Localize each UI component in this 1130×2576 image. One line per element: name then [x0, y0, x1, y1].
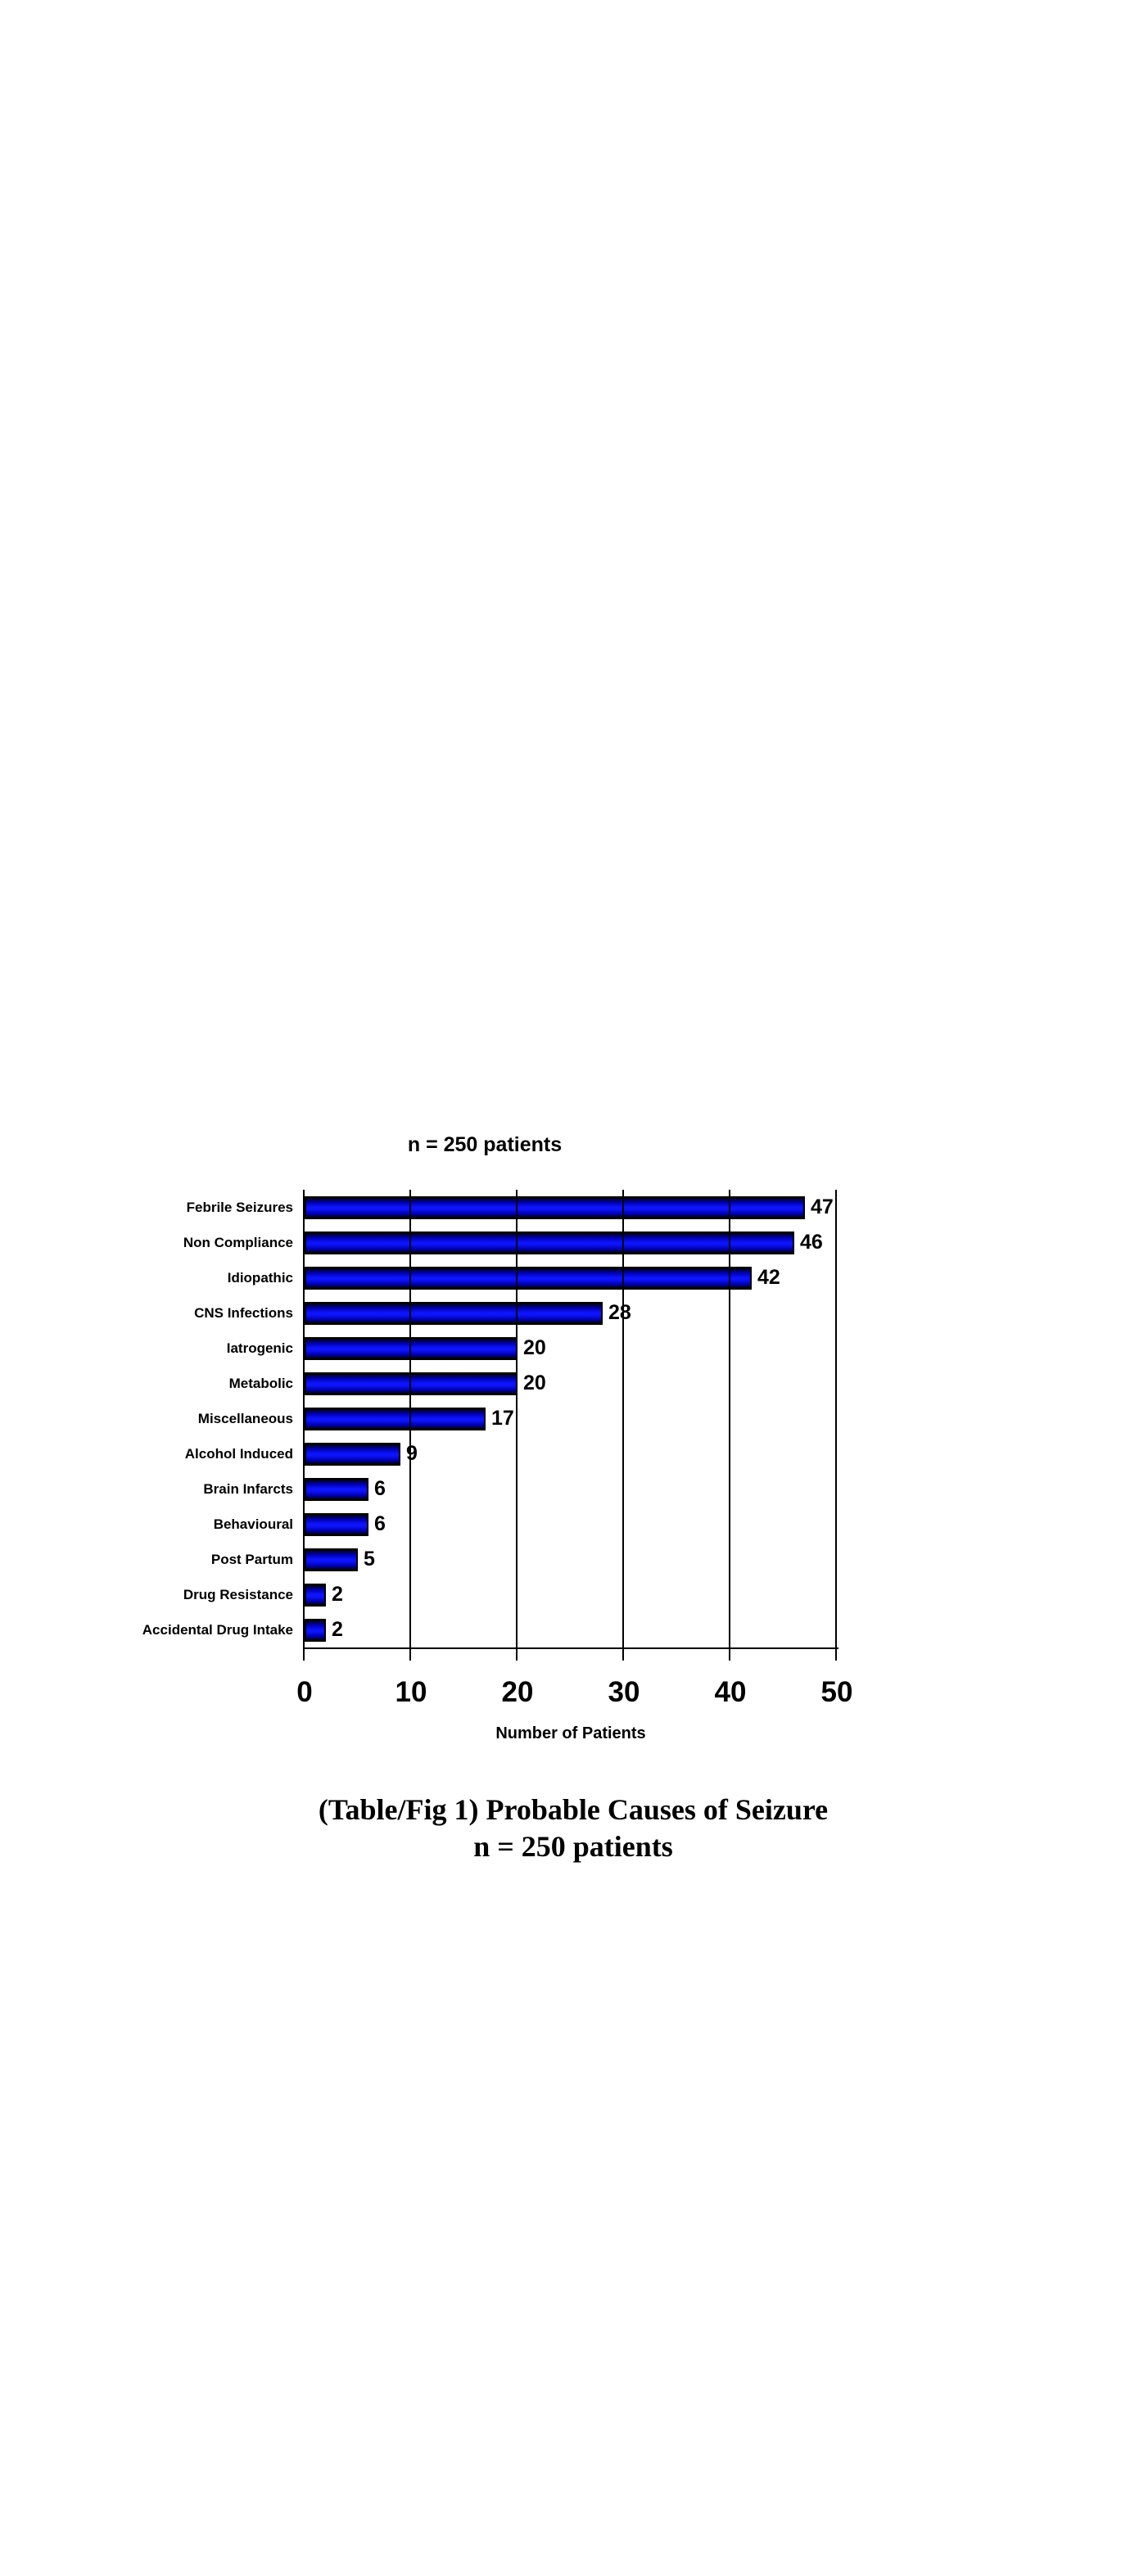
bar [305, 1548, 358, 1571]
bar-value-label: 9 [406, 1442, 418, 1465]
bar-value-label: 28 [608, 1301, 631, 1324]
bar-row: 6 [305, 1471, 837, 1507]
bar [305, 1372, 518, 1395]
bar-value-label: 2 [332, 1618, 343, 1641]
figure-caption-line2: n = 250 patients [473, 1830, 673, 1863]
category-label: Brain Infarcts [203, 1480, 293, 1497]
category-label: Accidental Drug Intake [142, 1621, 293, 1638]
category-label: Behavioural [213, 1516, 293, 1532]
gridline-x-50 [835, 1190, 837, 1647]
plot-area: 47 46 42 28 20 20 17 9 6 6 5 2 2 [303, 1190, 838, 1661]
figure-caption-line1: (Table/Fig 1) Probable Causes of Seizure [318, 1793, 829, 1826]
x-axis-tick-30 [622, 1649, 624, 1661]
bar-row: 46 [305, 1225, 837, 1260]
bar-value-label: 47 [811, 1195, 834, 1218]
bar-row: 2 [305, 1577, 837, 1612]
bar [305, 1195, 805, 1219]
bar-value-label: 5 [364, 1548, 375, 1570]
bar-row: 42 [305, 1260, 837, 1295]
bar-row: 47 [305, 1190, 837, 1225]
y-axis-line [303, 1190, 305, 1649]
bar [305, 1583, 326, 1607]
bar-row: 20 [305, 1331, 837, 1366]
bar-row: 20 [305, 1366, 837, 1401]
category-label: Idiopathic [227, 1269, 293, 1286]
x-axis-tick-40 [729, 1649, 730, 1661]
category-label: Alcohol Induced [184, 1445, 293, 1462]
x-tick-label-50: 50 [820, 1676, 853, 1708]
bar-row: 6 [305, 1507, 837, 1542]
x-axis-tick-10 [409, 1649, 411, 1661]
bar-value-label: 6 [374, 1512, 386, 1535]
category-label: Post Partum [210, 1551, 293, 1567]
bar [305, 1442, 400, 1466]
x-axis-line [303, 1647, 838, 1649]
x-tick-label-10: 10 [395, 1676, 427, 1708]
bar [305, 1301, 603, 1325]
bar-series: 47 46 42 28 20 20 17 9 6 6 5 2 2 [305, 1190, 837, 1647]
bar-value-label: 17 [491, 1407, 514, 1430]
gridline-x-20 [516, 1190, 518, 1647]
category-label: Iatrogenic [226, 1340, 293, 1356]
x-tick-label-0: 0 [296, 1676, 313, 1708]
category-label: Non Compliance [183, 1234, 293, 1250]
bar-value-label: 20 [523, 1372, 546, 1394]
category-axis-labels: Febrile Seizures Non Compliance Idiopathic… [66, 1190, 293, 1647]
category-label: Drug Resistance [183, 1586, 293, 1602]
x-tick-label-30: 30 [608, 1676, 640, 1708]
x-axis-tick-50 [835, 1649, 837, 1661]
bar [305, 1618, 326, 1642]
bar-value-label: 46 [800, 1231, 823, 1254]
category-label: Miscellaneous [197, 1410, 293, 1426]
bar [305, 1512, 368, 1536]
bar [305, 1477, 368, 1501]
bar-value-label: 42 [757, 1266, 780, 1289]
x-axis-tick-20 [516, 1649, 518, 1661]
bar-row: 17 [305, 1401, 837, 1436]
bar-value-label: 20 [523, 1336, 546, 1359]
figure-caption: (Table/Fig 1) Probable Causes of Seizure… [16, 1792, 1130, 1865]
bar-row: 28 [305, 1295, 837, 1331]
gridline-x-10 [409, 1190, 411, 1647]
x-tick-label-40: 40 [714, 1676, 747, 1708]
bar [305, 1231, 794, 1254]
x-axis-tick-labels: 0 10 20 30 40 50 [296, 1675, 852, 1710]
bar [305, 1266, 752, 1290]
category-label: Febrile Seizures [186, 1199, 293, 1215]
bar-row: 5 [305, 1542, 837, 1577]
category-label: Metabolic [228, 1375, 293, 1391]
gridline-x-30 [622, 1190, 624, 1647]
bar-row: 9 [305, 1436, 837, 1471]
gridline-x-40 [729, 1190, 730, 1647]
bar-value-label: 2 [332, 1583, 343, 1606]
x-tick-label-20: 20 [501, 1676, 534, 1708]
bar-value-label: 6 [374, 1477, 386, 1500]
x-axis-title: Number of Patients [495, 1724, 646, 1742]
x-axis-tick-0 [303, 1649, 305, 1661]
bar-row: 2 [305, 1612, 837, 1647]
category-label: CNS Infections [194, 1304, 293, 1321]
chart-title: n = 250 patients [407, 1133, 563, 1156]
bar [305, 1336, 518, 1360]
bar [305, 1407, 486, 1430]
